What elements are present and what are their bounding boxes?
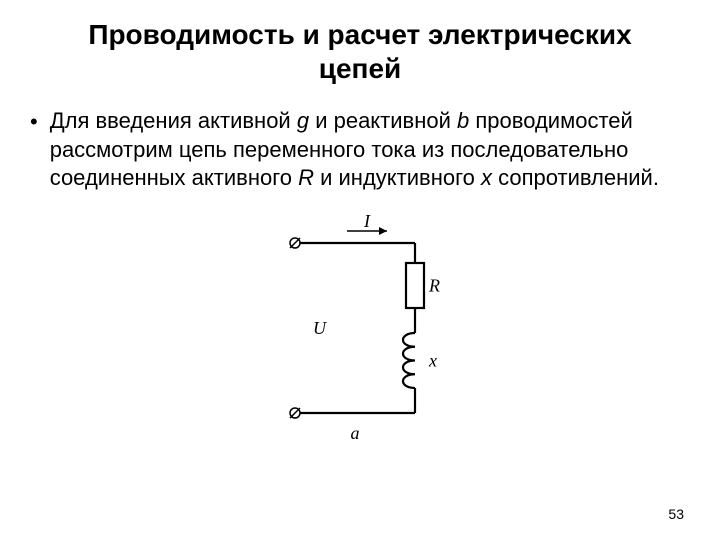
sym-x: x: [481, 165, 492, 190]
para-seg-4: и индуктивного: [314, 165, 481, 190]
body-paragraph: Для введения активной g и реактивной b п…: [50, 107, 690, 193]
bullet-marker: •: [30, 111, 38, 133]
title-line-2: цепей: [319, 53, 401, 84]
para-seg-2: и реактивной: [309, 108, 457, 133]
circuit-diagram: I Rx Ua: [265, 213, 455, 453]
svg-text:U: U: [313, 318, 327, 338]
svg-text:I: I: [363, 213, 371, 231]
svg-text:R: R: [428, 275, 440, 295]
sym-g: g: [297, 108, 309, 133]
circuit-diagram-container: I Rx Ua: [30, 213, 690, 453]
sym-b: b: [457, 108, 469, 133]
para-seg-5: сопротивлений.: [492, 165, 659, 190]
page-number: 53: [668, 506, 684, 522]
sym-R: R: [298, 165, 314, 190]
body-paragraph-row: • Для введения активной g и реактивной b…: [30, 107, 690, 193]
svg-text:x: x: [428, 350, 437, 370]
svg-text:a: a: [351, 423, 360, 443]
slide-title: Проводимость и расчет электрических цепе…: [30, 18, 690, 85]
title-line-1: Проводимость и расчет электрических: [88, 19, 631, 50]
para-seg-1: Для введения активной: [50, 108, 297, 133]
